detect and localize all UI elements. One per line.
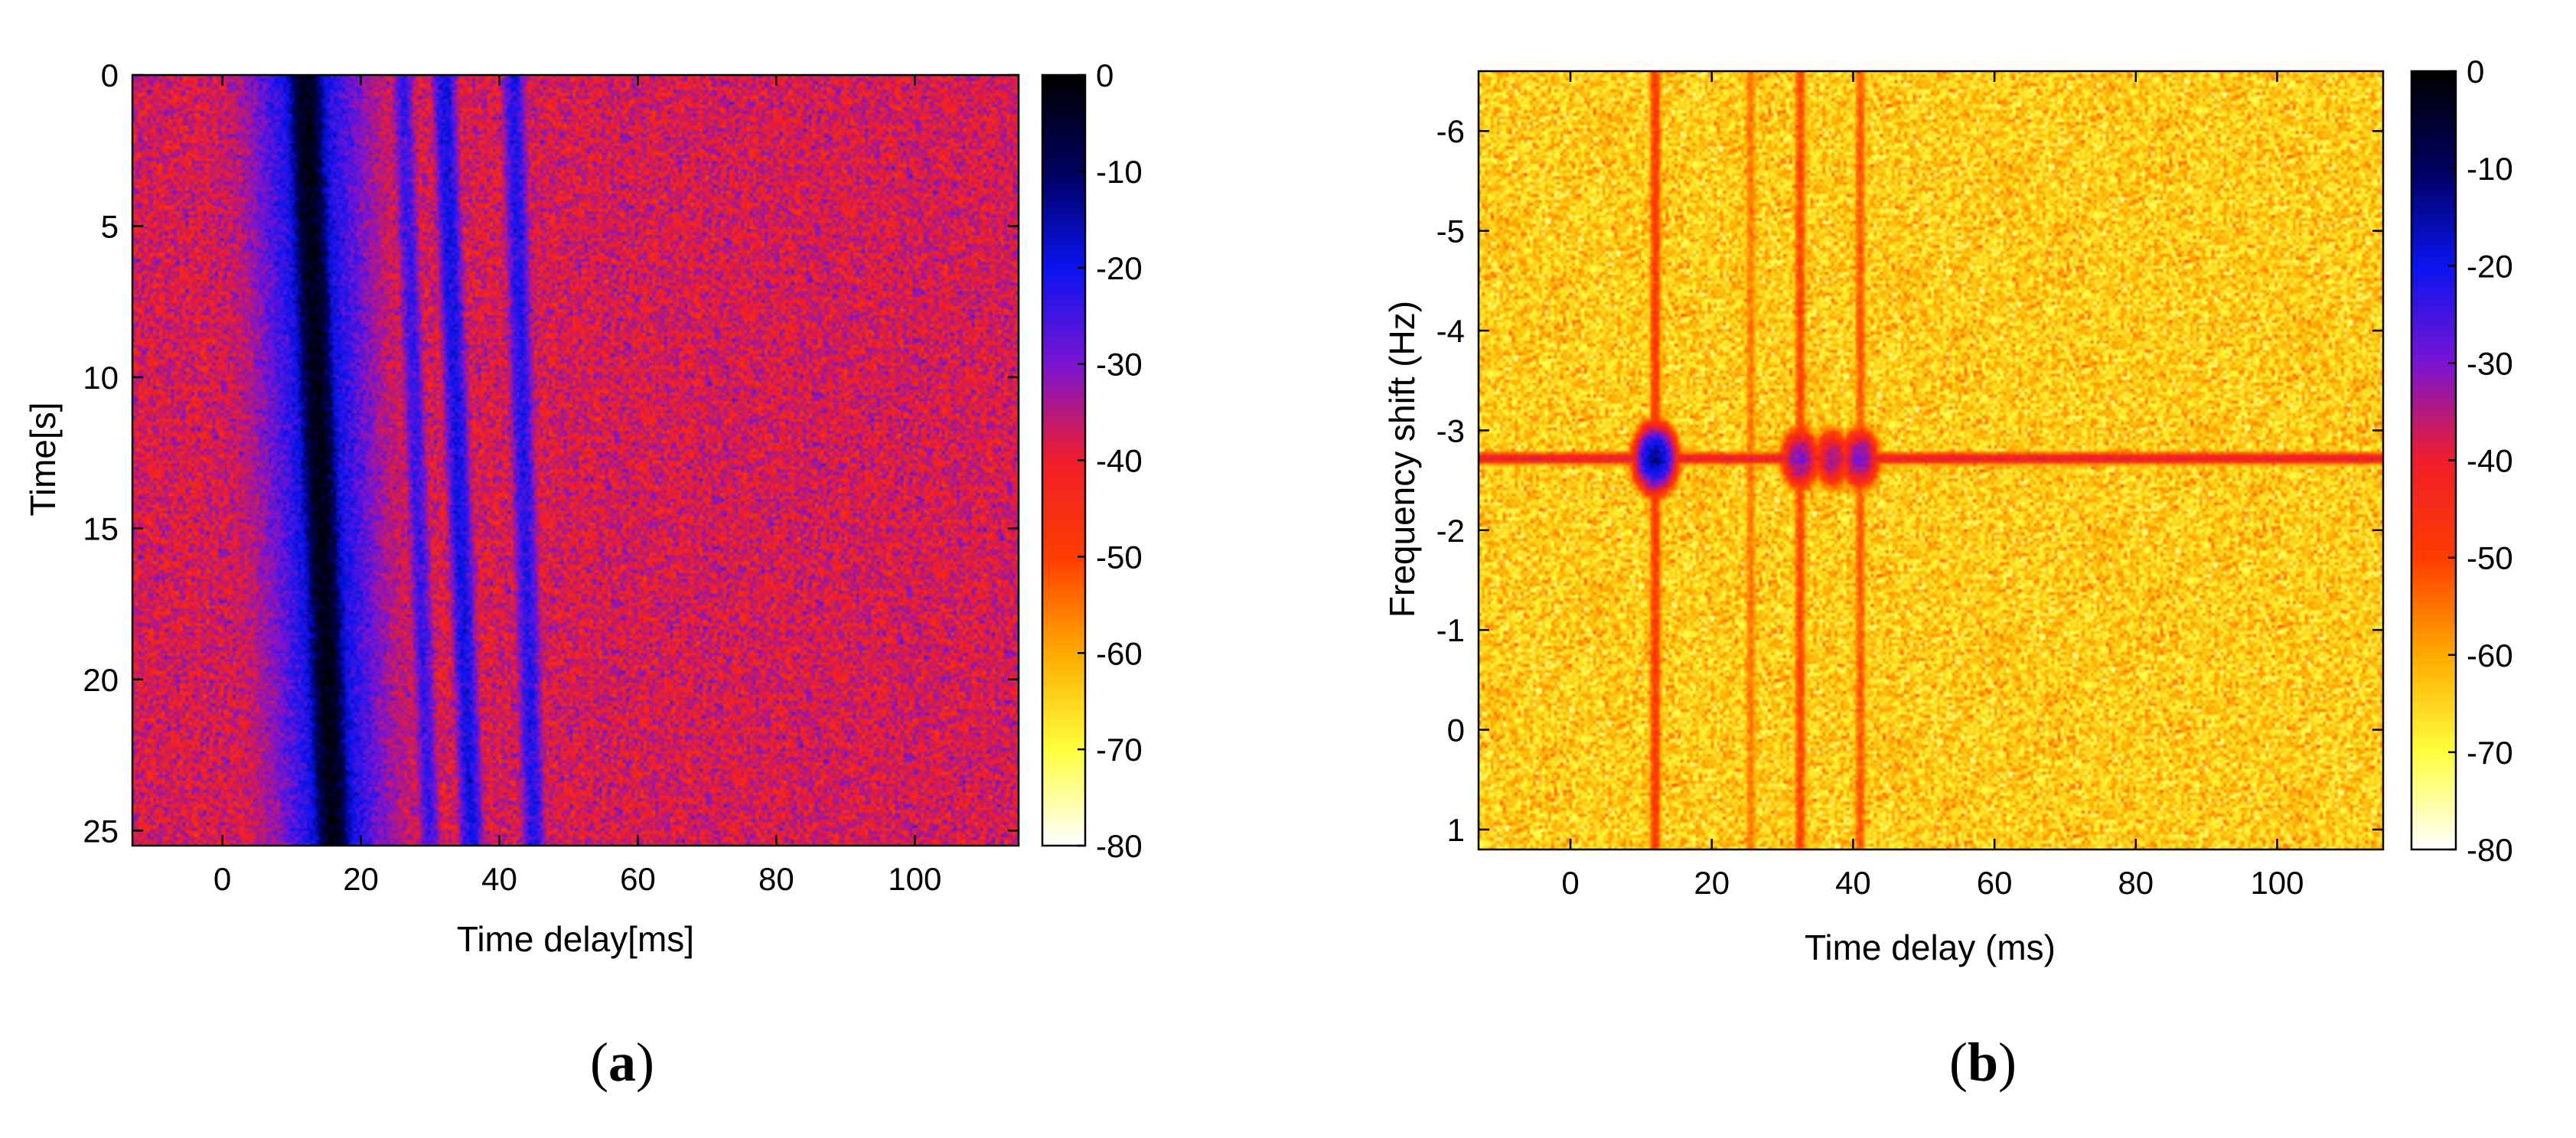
colorbar-tick-label: -30 bbox=[2467, 345, 2513, 381]
colorbar-tick-label: -50 bbox=[2467, 540, 2513, 576]
y-axis-label-a: Time[s] bbox=[23, 402, 63, 516]
colorbar-tick-label: -60 bbox=[2467, 637, 2513, 673]
x-tick-label: 80 bbox=[2118, 865, 2154, 901]
colorbar-tick-label: -70 bbox=[2467, 735, 2513, 771]
y-tick-label: 5 bbox=[101, 208, 119, 244]
panel-b: 0 20 40 60 80 100 -6-5-4-3-2-101 Time delay (… bbox=[1382, 54, 2513, 1093]
colorbar-tick-label: -60 bbox=[1096, 635, 1143, 671]
y-tick-label: 0 bbox=[1447, 712, 1465, 748]
x-tick-label: 100 bbox=[2250, 865, 2304, 901]
caption-b: (b) bbox=[1949, 1032, 2017, 1093]
x-tick-label: 60 bbox=[620, 861, 656, 897]
x-tick-label: 100 bbox=[888, 861, 941, 897]
colorbar-tick-label: -40 bbox=[2467, 443, 2513, 479]
colorbar-tick-label: -80 bbox=[2467, 832, 2513, 868]
x-tick-label: 60 bbox=[1977, 865, 2013, 901]
y-tick-label: -4 bbox=[1436, 313, 1465, 349]
colorbar-ticks-b: 0 -10 -20 -30 -40 -50 -60 -70 -80 bbox=[2448, 54, 2513, 868]
x-tick-label: 80 bbox=[758, 861, 794, 897]
x-tick-label: 0 bbox=[1561, 865, 1579, 901]
y-tick-label: -5 bbox=[1436, 214, 1465, 249]
y-tick-label: -1 bbox=[1436, 612, 1465, 648]
y-tick-label: 1 bbox=[1447, 812, 1465, 848]
x-tick-label: 0 bbox=[214, 861, 231, 897]
x-ticks-b: 0 20 40 60 80 100 bbox=[1561, 71, 2304, 901]
heatmap-a-image bbox=[132, 75, 1019, 846]
colorbar-tick-label: 0 bbox=[2467, 54, 2484, 90]
colorbar-tick-label: -10 bbox=[1096, 154, 1143, 190]
x-tick-label: 20 bbox=[343, 861, 379, 897]
colorbar-tick-label: -20 bbox=[2467, 248, 2513, 284]
y-tick-label: 25 bbox=[83, 813, 119, 849]
y-tick-label: 0 bbox=[101, 57, 119, 93]
colorbar-ticks-a: 0 -10 -20 -30 -40 -50 -60 -70 -80 bbox=[1078, 57, 1143, 864]
caption-a: (a) bbox=[590, 1032, 654, 1093]
x-axis-label-b: Time delay (ms) bbox=[1805, 928, 2056, 967]
x-tick-label: 40 bbox=[1835, 865, 1871, 901]
y-axis-label-b: Frequency shift (Hz) bbox=[1382, 301, 1422, 618]
colorbar-tick-label: -70 bbox=[1096, 732, 1143, 768]
colorbar-tick-label: -50 bbox=[1096, 539, 1143, 575]
y-tick-label: 15 bbox=[83, 510, 119, 546]
x-tick-label: 40 bbox=[481, 861, 517, 897]
y-tick-label: -3 bbox=[1436, 412, 1465, 448]
panel-a: 0 20 40 60 80 100 0 5 10 15 20 25 Time delay[ms] T… bbox=[23, 57, 1143, 1093]
x-axis-label-a: Time delay[ms] bbox=[457, 919, 694, 959]
heatmap-b-image bbox=[1479, 71, 2383, 849]
plot-frame-a bbox=[131, 73, 1020, 847]
y-tick-label: 10 bbox=[83, 360, 119, 396]
colorbar-tick-label: -10 bbox=[2467, 151, 2513, 187]
x-tick-label: 20 bbox=[1694, 865, 1730, 901]
x-ticks-a: 0 20 40 60 80 100 bbox=[214, 75, 941, 897]
colorbar-tick-label: -20 bbox=[1096, 250, 1143, 286]
colorbar-tick-label: -30 bbox=[1096, 347, 1143, 383]
plot-frame-b bbox=[1477, 70, 2385, 851]
colorbar-tick-label: 0 bbox=[1096, 57, 1114, 93]
colorbar-tick-label: -40 bbox=[1096, 443, 1143, 479]
y-ticks-b: -6 -5 -4 -3 -2 -1 0 1 bbox=[1436, 113, 2383, 848]
y-tick-label: -6 bbox=[1436, 113, 1465, 149]
y-tick-label: -2 bbox=[1436, 513, 1465, 549]
y-ticks-a: 0 5 10 15 20 25 bbox=[83, 57, 1019, 849]
y-tick-label: 20 bbox=[83, 662, 119, 698]
colorbar-tick-label: -80 bbox=[1096, 828, 1143, 864]
